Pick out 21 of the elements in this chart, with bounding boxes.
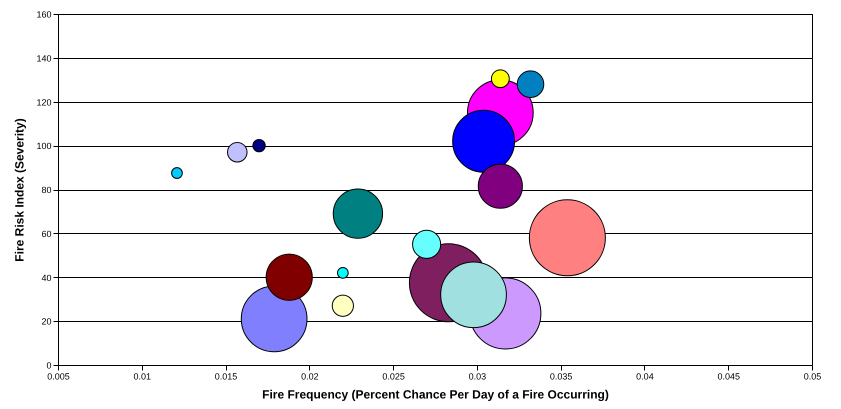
x-tick-label: 0.035 [550, 372, 572, 382]
y-tick-label: 120 [36, 97, 52, 108]
y-tick-label: 0 [46, 360, 52, 370]
x-tick-label: 0.045 [717, 372, 740, 382]
x-tick-label: 0.02 [301, 372, 319, 382]
x-tick-label: 0.05 [804, 372, 822, 382]
x-tick-label: 0.04 [636, 372, 654, 382]
y-tick-label: 40 [41, 272, 52, 283]
x-tick-label: 0.015 [214, 372, 238, 382]
y-tick-label: 160 [36, 10, 52, 20]
x-tick-label: 0.03 [468, 372, 486, 382]
y-tick-label: 100 [36, 141, 52, 152]
x-tick-label: 0.01 [134, 372, 152, 382]
x-tick-label: 0.005 [47, 372, 70, 382]
y-axis-title: Fire Risk Index (Severity) [12, 118, 26, 262]
y-tick-label: 60 [41, 228, 52, 239]
y-tick-label: 20 [41, 316, 52, 327]
y-tick-label: 140 [36, 53, 52, 64]
x-axis-title: Fire Frequency (Percent Chance Per Day of a Fire Occurring) [262, 388, 609, 402]
y-tick-label: 80 [41, 185, 52, 195]
x-tick-label: 0.025 [382, 372, 405, 382]
